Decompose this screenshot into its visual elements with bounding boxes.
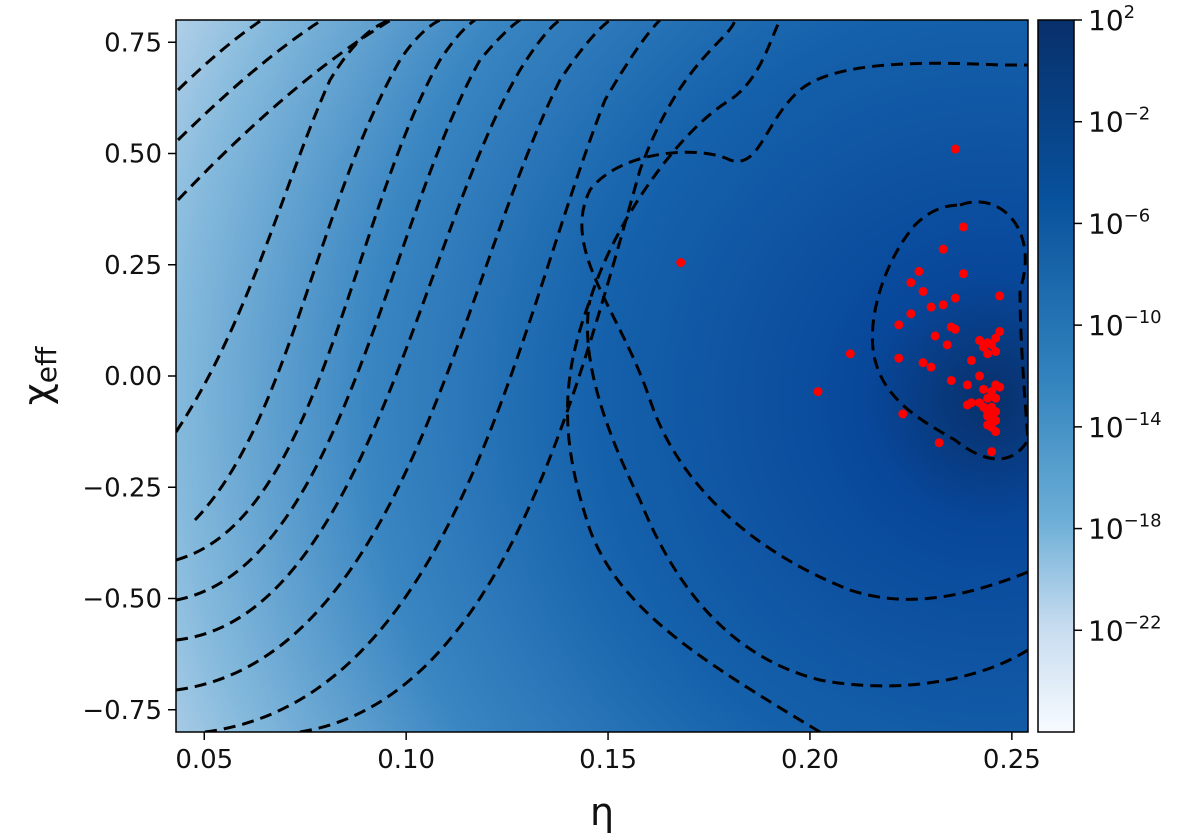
- x-axis-label: η: [590, 790, 614, 834]
- y-tick-label: −0.75: [82, 696, 162, 726]
- colorbar: 102 10−2 10−6 10−10 10−14 10−18 10−22: [1037, 2, 1162, 733]
- data-point: [906, 278, 916, 288]
- colorbar-gradient: [1037, 19, 1075, 733]
- contour-line: [176, 20, 265, 92]
- data-point: [991, 393, 1001, 403]
- contour-line: [299, 20, 737, 732]
- data-point: [991, 333, 1001, 343]
- contour-line: [204, 20, 662, 732]
- data-point: [894, 353, 904, 363]
- contour-lines: [176, 20, 1028, 732]
- colorbar-tick-label: 10−6: [1088, 205, 1150, 240]
- data-point: [991, 427, 1001, 437]
- colorbar-tick-label: 10−18: [1088, 511, 1162, 546]
- y-tick-label: 0.25: [104, 251, 162, 281]
- data-point: [987, 387, 997, 397]
- data-point: [938, 300, 948, 310]
- contour-line: [176, 20, 476, 562]
- y-tick-label: 0.50: [104, 140, 162, 170]
- data-point: [950, 324, 960, 334]
- contour-line: [176, 20, 611, 692]
- data-point: [894, 320, 904, 330]
- colorbar-ticks: 102 10−2 10−6 10−10 10−14 10−18 10−22: [1074, 2, 1162, 647]
- x-tick-label: 0.05: [175, 745, 233, 775]
- data-point: [950, 293, 960, 303]
- data-point: [926, 302, 936, 312]
- x-tick-label: 0.25: [983, 745, 1041, 775]
- data-point: [906, 309, 916, 319]
- data-point: [942, 340, 952, 350]
- contour-line: [870, 200, 1028, 461]
- contour-line: [176, 20, 325, 142]
- data-points: [676, 144, 1005, 457]
- y-axis-label: χeff: [15, 346, 63, 405]
- data-point: [962, 380, 972, 390]
- data-point: [958, 269, 968, 279]
- data-point: [983, 393, 993, 403]
- contour-line: [586, 299, 1028, 688]
- data-point: [930, 331, 940, 341]
- contour-line: [176, 20, 391, 433]
- data-point: [914, 266, 924, 276]
- data-point: [979, 384, 989, 394]
- data-point: [946, 375, 956, 385]
- x-tick-label: 0.15: [579, 745, 637, 775]
- data-point: [950, 144, 960, 154]
- data-point: [962, 400, 972, 410]
- data-point: [995, 382, 1005, 392]
- data-point: [987, 447, 997, 457]
- data-point: [966, 355, 976, 365]
- data-point: [995, 327, 1005, 336]
- colorbar-tick-label: 10−22: [1088, 612, 1162, 647]
- data-point: [995, 291, 1005, 301]
- data-point: [979, 342, 989, 352]
- colorbar-tick-label: 102: [1088, 2, 1135, 37]
- contour-line: [580, 61, 1028, 601]
- data-point: [918, 358, 928, 368]
- data-point: [958, 222, 968, 232]
- data-point: [991, 347, 1001, 357]
- data-point: [813, 387, 823, 397]
- data-point: [845, 349, 855, 359]
- data-point: [898, 409, 908, 419]
- data-point: [975, 371, 985, 381]
- data-point: [991, 407, 1001, 417]
- data-point: [676, 258, 686, 268]
- data-point: [926, 362, 936, 372]
- colorbar-tick-label: 10−2: [1088, 104, 1150, 139]
- colorbar-tick-label: 10−14: [1088, 409, 1162, 444]
- data-point: [938, 244, 948, 254]
- y-tick-label: 0.75: [104, 28, 162, 58]
- axes: 0.05 0.10 0.15 0.20 0.25 0.75 0.50 0.25 0.00 −0.2…: [82, 28, 1040, 775]
- y-tick-label: −0.25: [82, 473, 162, 503]
- data-point: [975, 335, 985, 345]
- x-tick-label: 0.10: [377, 745, 435, 775]
- data-point: [934, 438, 944, 448]
- plot-area: [175, 19, 1029, 733]
- contour-line: [176, 20, 521, 602]
- y-tick-label: 0.00: [104, 362, 162, 392]
- x-tick-label: 0.20: [781, 745, 839, 775]
- data-point: [987, 340, 997, 350]
- y-tick-label: −0.50: [82, 585, 162, 615]
- data-point: [991, 416, 1001, 425]
- heatmap-background: [176, 20, 1028, 732]
- data-point: [918, 286, 928, 296]
- data-point: [983, 349, 993, 359]
- contour-line: [566, 20, 821, 732]
- colorbar-tick-label: 10−10: [1088, 307, 1162, 342]
- contour-line: [176, 20, 395, 202]
- contour-line: [176, 20, 561, 642]
